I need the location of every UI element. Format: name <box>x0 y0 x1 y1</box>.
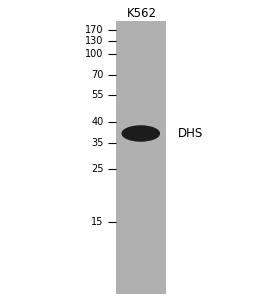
Text: 55: 55 <box>91 90 104 100</box>
Text: 100: 100 <box>85 49 104 59</box>
Ellipse shape <box>121 125 160 142</box>
Text: 15: 15 <box>91 217 104 227</box>
Text: K562: K562 <box>127 7 157 20</box>
Text: 170: 170 <box>85 25 104 35</box>
Text: 70: 70 <box>91 70 104 80</box>
Text: DHS: DHS <box>178 127 203 140</box>
Text: 35: 35 <box>91 138 104 148</box>
Text: 130: 130 <box>85 35 104 46</box>
Bar <box>116 21 166 294</box>
Text: 25: 25 <box>91 164 104 175</box>
Text: 40: 40 <box>91 117 104 128</box>
